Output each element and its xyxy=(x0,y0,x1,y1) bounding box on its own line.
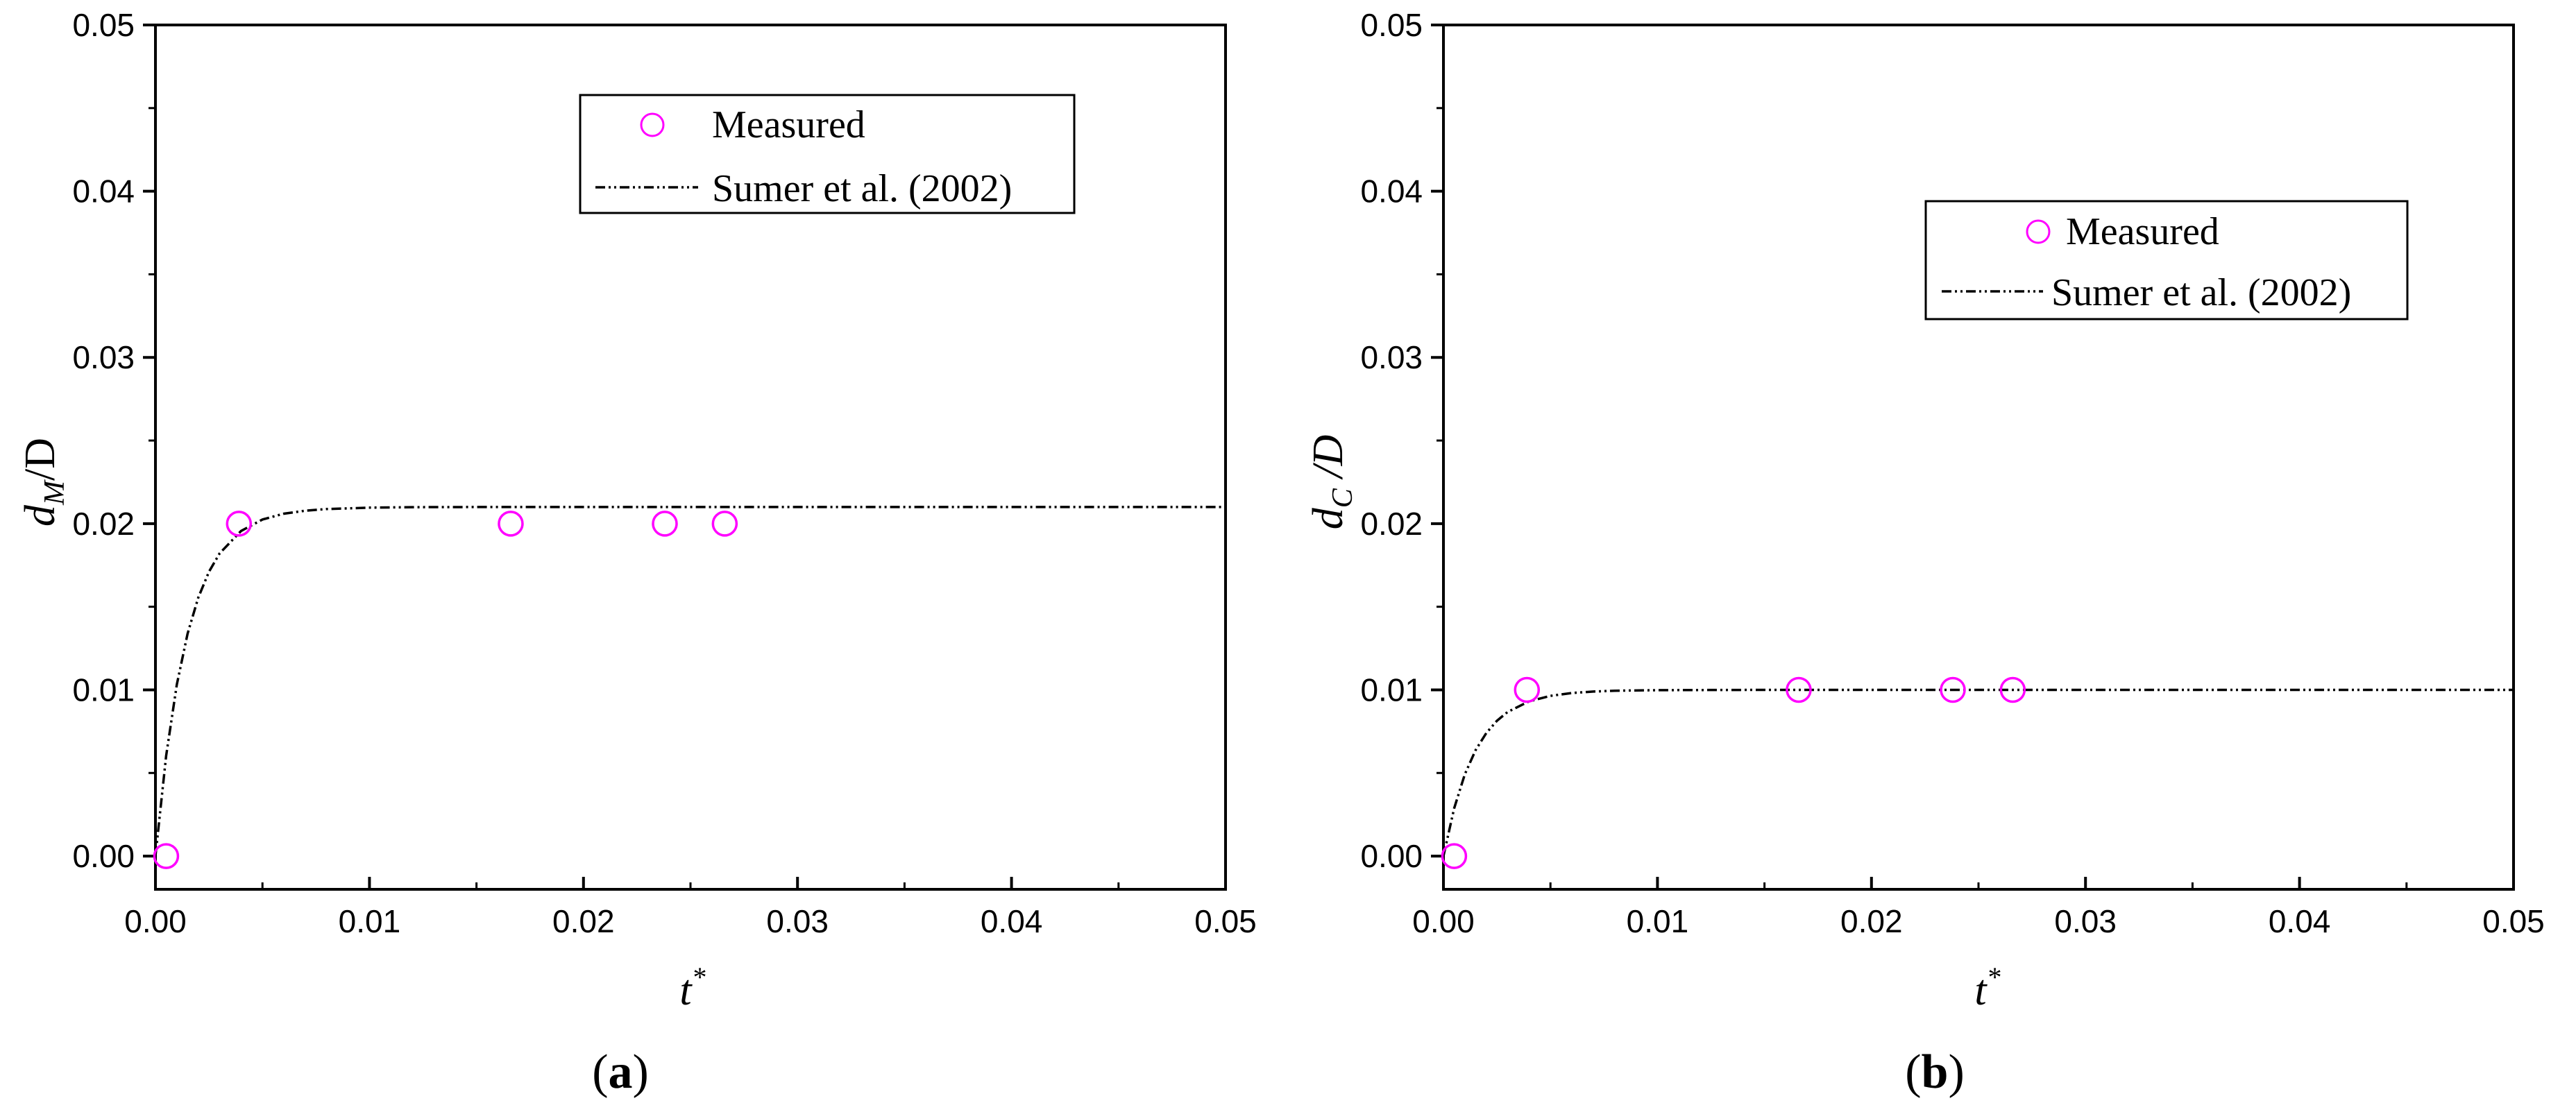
y-axis-title-suffix: /D xyxy=(1305,435,1352,489)
y-tick-label: 0.00 xyxy=(72,838,135,874)
series-sumer-curve xyxy=(154,506,1226,857)
x-axis-title-main: t xyxy=(1974,967,1988,1014)
y-tick-label: 0.04 xyxy=(1360,173,1423,209)
y-axis-title-main: d xyxy=(17,504,64,527)
x-axis-title: t* xyxy=(679,961,705,1014)
panel-letter-a: a xyxy=(609,1045,633,1099)
x-tick-label: 0.00 xyxy=(124,903,187,939)
x-tick-label: 0.05 xyxy=(2482,903,2545,939)
measured-point xyxy=(711,511,738,537)
x-axis-title-sup: * xyxy=(692,961,706,993)
measured-point xyxy=(226,511,253,537)
x-tick-label: 0.03 xyxy=(766,903,829,939)
y-axis-title: dM/D xyxy=(17,438,71,527)
series-sumer-curve xyxy=(1442,688,2514,857)
legend-measured-marker xyxy=(2026,219,2051,244)
x-axis-title: t* xyxy=(1974,961,2000,1014)
y-tick-label: 0.05 xyxy=(1360,7,1423,43)
measured-point xyxy=(1999,676,2026,703)
chart-panel-a: 0.00 0.01 0.02 0.03 0.04 0.05 0.00 0.01 0.02 0.03… xyxy=(17,7,1257,1099)
x-tick-label: 0.00 xyxy=(1412,903,1475,939)
legend-measured-marker xyxy=(640,112,665,137)
y-tick-label: 0.04 xyxy=(72,173,135,209)
x-tick-label: 0.04 xyxy=(981,903,1043,939)
plot-frame xyxy=(1442,24,2515,891)
y-tick-label: 0.03 xyxy=(72,339,135,375)
legend-box xyxy=(1924,200,2409,320)
y-tick-label: 0.00 xyxy=(1360,838,1423,874)
y-axis-title-sub: C xyxy=(1327,488,1359,508)
y-axis-title-suffix: /D xyxy=(17,438,64,481)
x-tick-label: 0.01 xyxy=(339,903,401,939)
measured-point xyxy=(652,511,678,537)
chart-a-svg: 0.00 0.01 0.02 0.03 0.04 0.05 0.00 0.01 0.02 0.03… xyxy=(17,7,1257,1099)
y-tick-label: 0.05 xyxy=(72,7,135,43)
measured-point xyxy=(1514,676,1541,703)
panel-label-a: (a) xyxy=(592,1045,649,1099)
measured-point xyxy=(1441,843,1468,869)
x-tick-label: 0.05 xyxy=(1194,903,1257,939)
legend-measured-label: Measured xyxy=(2066,210,2219,253)
legend-box xyxy=(579,94,1076,214)
y-tick-label: 0.01 xyxy=(1360,672,1423,708)
y-tick-label: 0.02 xyxy=(72,506,135,542)
panel-label-b: (b) xyxy=(1905,1045,1965,1099)
measured-point xyxy=(1786,676,1812,703)
legend-measured-label: Measured xyxy=(712,103,865,146)
chart-panel-b: 0.00 0.01 0.02 0.03 0.04 0.05 0.00 0.01 0.02 0.03… xyxy=(1288,0,2576,1112)
x-tick-label: 0.04 xyxy=(2269,903,2331,939)
x-tick-label: 0.01 xyxy=(1627,903,1689,939)
measured-point xyxy=(153,843,180,869)
legend-curve-label: Sumer et al. (2002) xyxy=(2051,271,2351,314)
y-tick-label: 0.01 xyxy=(72,672,135,708)
x-tick-label: 0.02 xyxy=(552,903,615,939)
measured-point xyxy=(498,511,524,537)
chart-b-svg: 0.00 0.01 0.02 0.03 0.04 0.05 0.00 0.01 0.02 0.03… xyxy=(1305,7,2545,1099)
legend-curve-label: Sumer et al. (2002) xyxy=(712,167,1012,210)
panel-letter-b: b xyxy=(1922,1045,1949,1099)
x-axis-title-sup: * xyxy=(1987,961,2001,993)
y-axis-title-main: d xyxy=(1305,507,1352,529)
y-axis-title: dC /D xyxy=(1305,435,1359,530)
measured-point xyxy=(1940,676,1966,703)
x-tick-label: 0.03 xyxy=(2054,903,2117,939)
y-axis-title-sub: M xyxy=(39,479,71,506)
y-tick-label: 0.03 xyxy=(1360,339,1423,375)
x-axis-title-main: t xyxy=(679,967,693,1014)
y-tick-label: 0.02 xyxy=(1360,506,1423,542)
x-tick-label: 0.02 xyxy=(1840,903,1903,939)
